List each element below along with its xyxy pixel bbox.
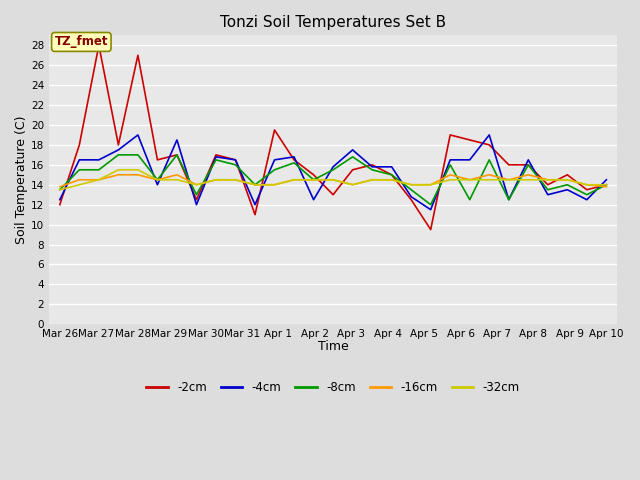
Legend: -2cm, -4cm, -8cm, -16cm, -32cm: -2cm, -4cm, -8cm, -16cm, -32cm xyxy=(141,377,525,399)
Y-axis label: Soil Temperature (C): Soil Temperature (C) xyxy=(15,116,28,244)
X-axis label: Time: Time xyxy=(317,340,348,353)
Text: TZ_fmet: TZ_fmet xyxy=(54,36,108,48)
Title: Tonzi Soil Temperatures Set B: Tonzi Soil Temperatures Set B xyxy=(220,15,446,30)
